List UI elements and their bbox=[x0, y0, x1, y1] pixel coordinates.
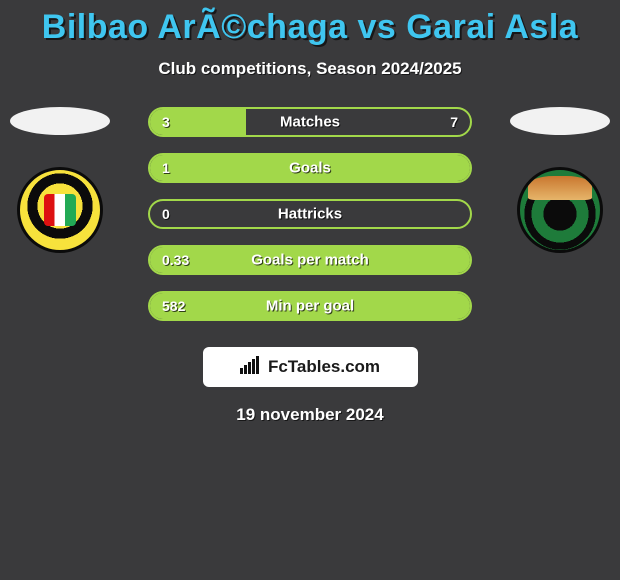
stat-bar-goals: 1 Goals bbox=[148, 153, 472, 183]
stat-bar-matches: 3 Matches 7 bbox=[148, 107, 472, 137]
right-column bbox=[510, 107, 610, 253]
stat-label: Min per goal bbox=[266, 298, 354, 315]
stat-label: Matches bbox=[280, 114, 340, 131]
stat-left-value: 3 bbox=[162, 114, 170, 130]
right-team-crest bbox=[517, 167, 603, 253]
stat-label: Goals bbox=[289, 160, 331, 177]
stats-column: 3 Matches 7 1 Goals 0 Hattricks 0.33 Goa… bbox=[130, 107, 490, 337]
main-row: 3 Matches 7 1 Goals 0 Hattricks 0.33 Goa… bbox=[0, 107, 620, 337]
source-logo-box[interactable]: FcTables.com bbox=[203, 347, 418, 387]
stat-bar-hattricks: 0 Hattricks bbox=[148, 199, 472, 229]
stat-left-value: 0 bbox=[162, 206, 170, 222]
stat-bar-gpm: 0.33 Goals per match bbox=[148, 245, 472, 275]
right-name-oval bbox=[510, 107, 610, 135]
source-logo-text: FcTables.com bbox=[268, 357, 380, 377]
stat-label: Goals per match bbox=[251, 252, 369, 269]
stat-right-value: 7 bbox=[450, 114, 458, 130]
stat-left-value: 582 bbox=[162, 298, 185, 314]
page-title: Bilbao ArÃ©chaga vs Garai Asla bbox=[0, 8, 620, 47]
comparison-card: Bilbao ArÃ©chaga vs Garai Asla Club comp… bbox=[0, 0, 620, 425]
date-line: 19 november 2024 bbox=[0, 405, 620, 425]
stat-left-value: 1 bbox=[162, 160, 170, 176]
left-column bbox=[10, 107, 110, 253]
stat-left-value: 0.33 bbox=[162, 252, 189, 268]
bar-chart-icon bbox=[240, 356, 262, 379]
subtitle: Club competitions, Season 2024/2025 bbox=[0, 59, 620, 79]
stat-label: Hattricks bbox=[278, 206, 342, 223]
left-team-crest bbox=[17, 167, 103, 253]
left-name-oval bbox=[10, 107, 110, 135]
stat-bar-mpg: 582 Min per goal bbox=[148, 291, 472, 321]
